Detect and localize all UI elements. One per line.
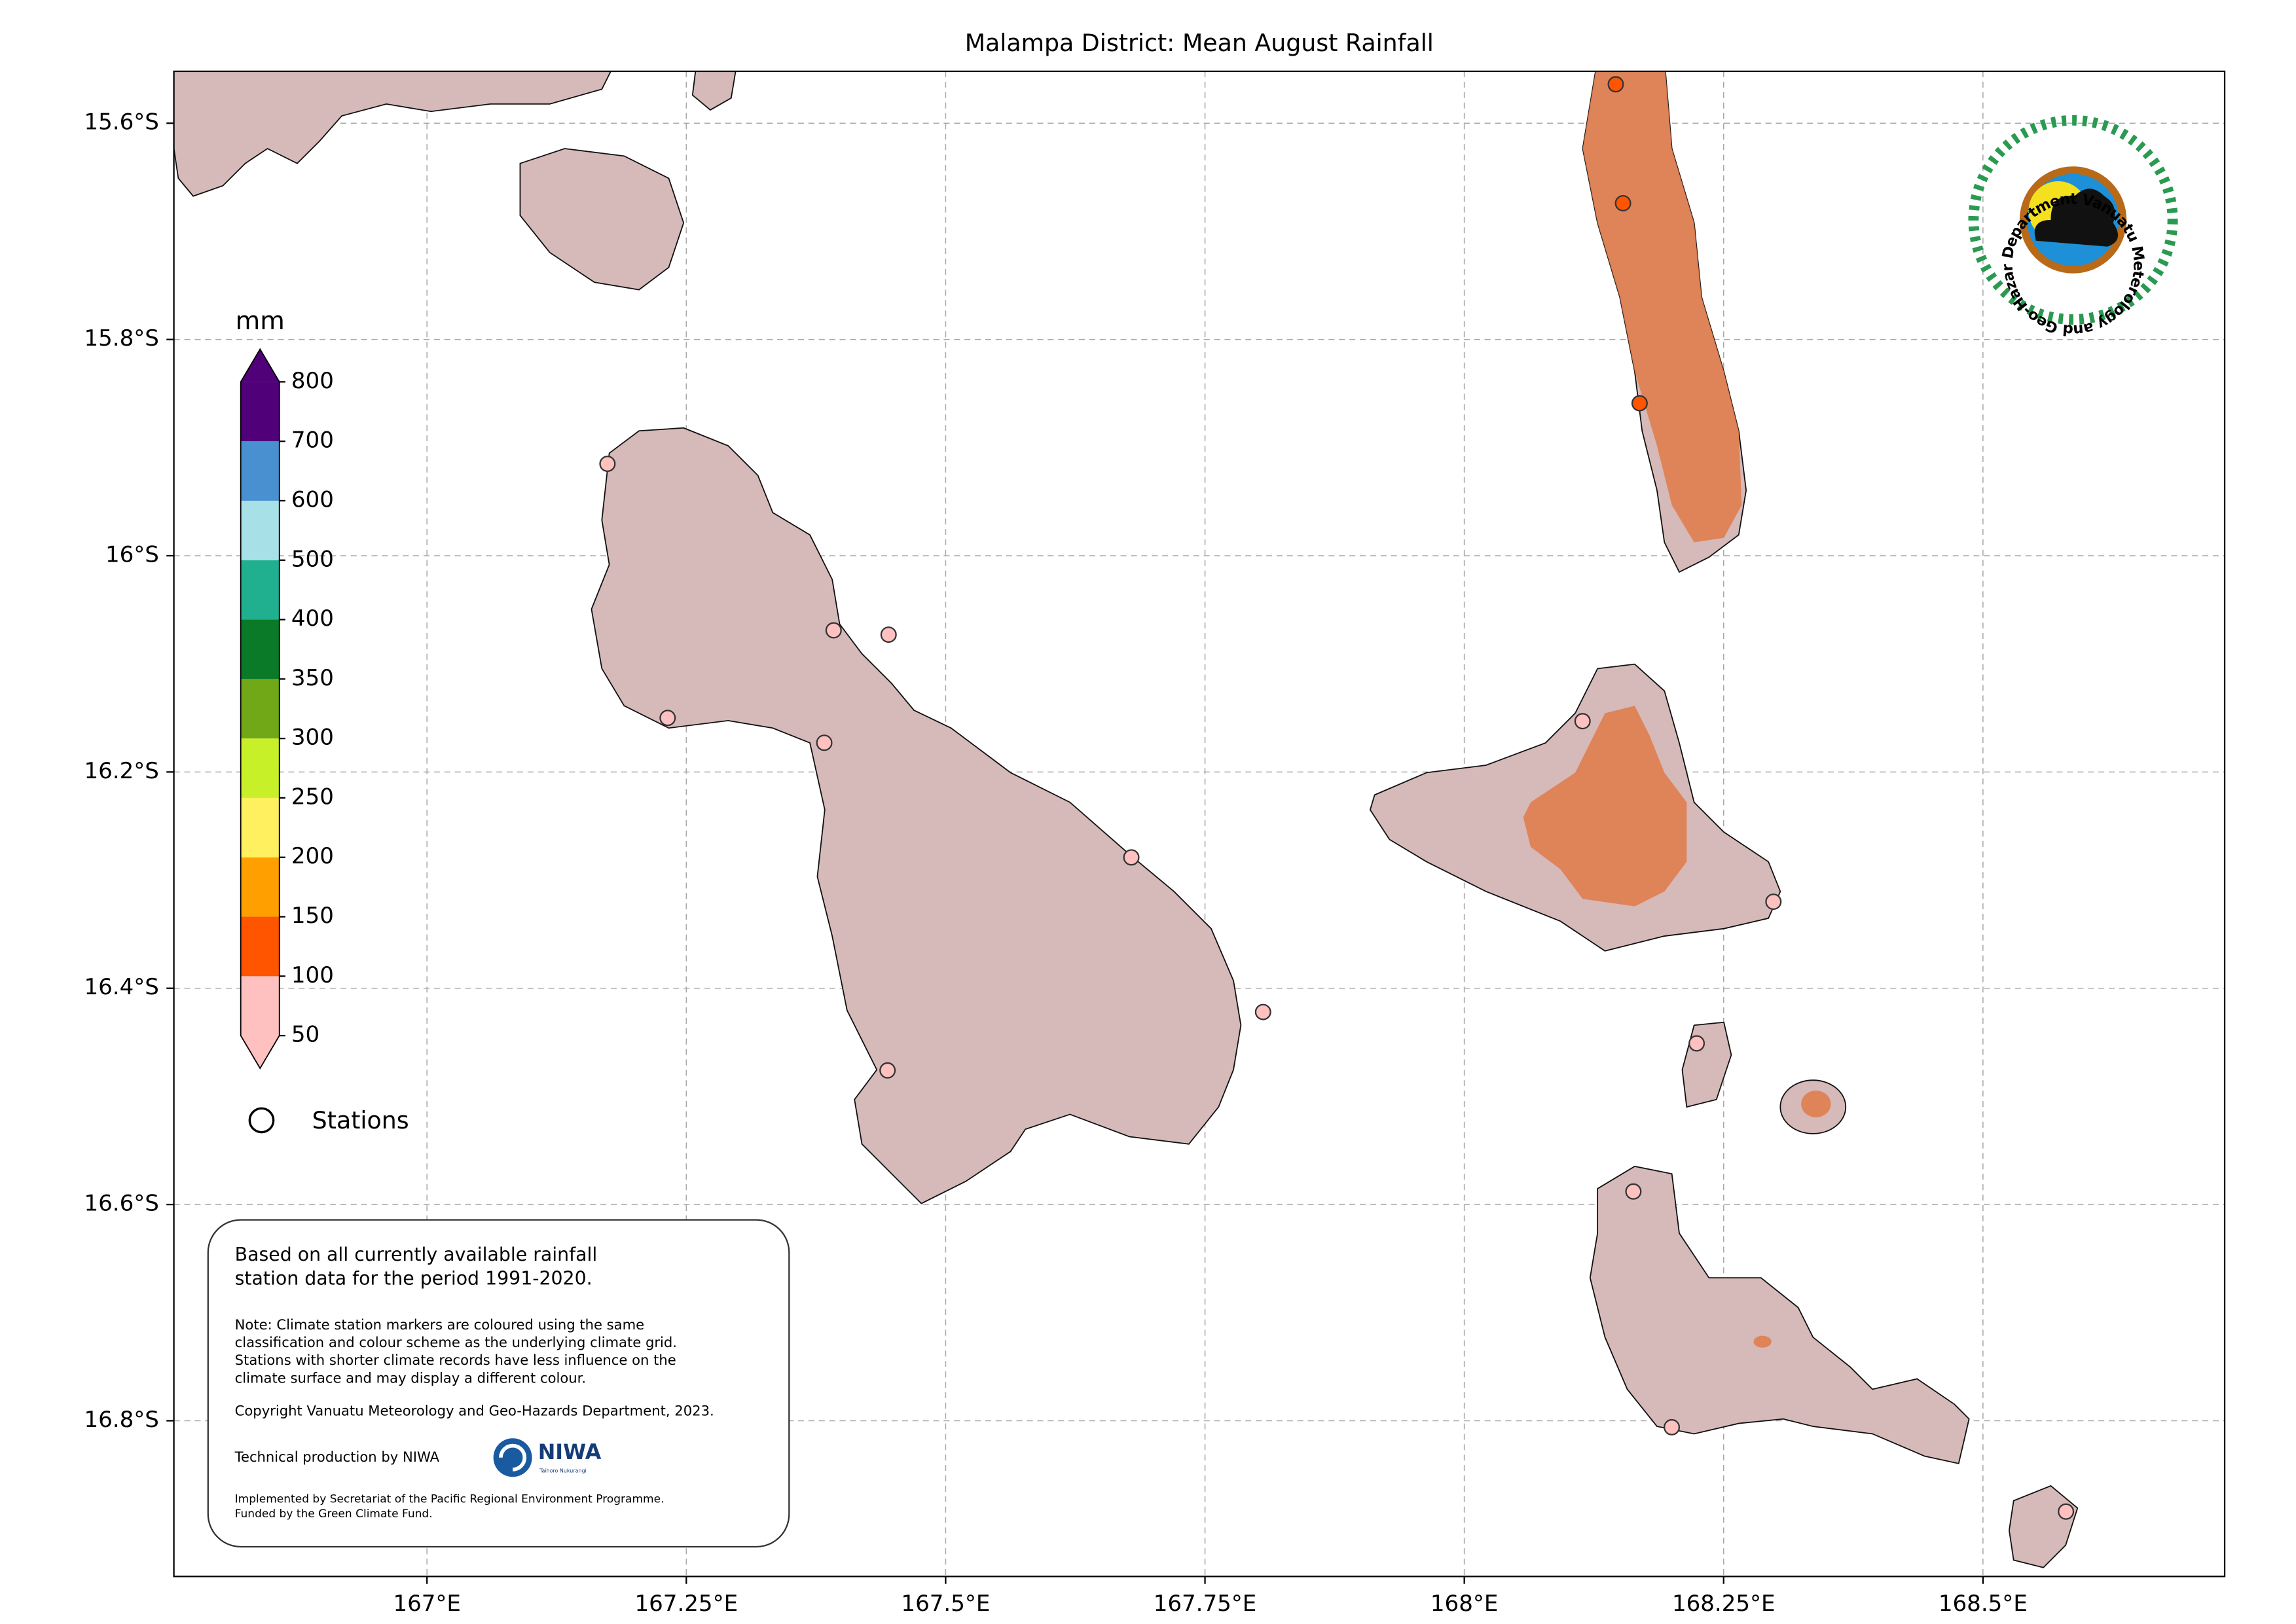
station (659, 710, 676, 727)
y-tick-label: 16.4°S (84, 974, 158, 1000)
station (1614, 194, 1631, 211)
station (1631, 395, 1648, 412)
x-tick-label: 167.25°E (634, 1591, 738, 1617)
colorbar-tick-label: 800 (291, 368, 334, 394)
x-tick-label: 168.25°E (1672, 1591, 1776, 1617)
station (1123, 849, 1140, 866)
notes-box (207, 1219, 790, 1548)
logo-cloud (2034, 189, 2119, 247)
colorbar-band (240, 679, 280, 739)
wreath (1968, 115, 2178, 325)
station (599, 456, 616, 473)
notes: Based on all currently available rainfal… (234, 1244, 714, 1521)
y-tick-label: 15.8°S (84, 325, 158, 352)
niwa-subtitle: Taihoro Nukurangi (539, 1468, 587, 1474)
colorbar-tick-label: 200 (291, 843, 334, 869)
notes-production: Technical production by NIWA (234, 1449, 440, 1465)
colorbar-band (240, 500, 280, 560)
colorbar-tick-label: 700 (291, 427, 334, 454)
niwa-name: NIWA (538, 1441, 602, 1464)
station-legend-label: Stations (312, 1106, 409, 1134)
y-tick-label: 16.2°S (84, 758, 158, 784)
station (816, 734, 833, 751)
rainfall-zone (1801, 1091, 1831, 1117)
colorbar-unit: mm (236, 306, 285, 336)
colorbar-band (240, 916, 280, 977)
colorbar-tick-label: 300 (291, 725, 334, 751)
island (519, 148, 685, 291)
rainfall-zone (1523, 706, 1687, 907)
x-tick-label: 167.75°E (1154, 1591, 1257, 1617)
station (1765, 893, 1782, 911)
station (880, 626, 897, 643)
colorbar-tick-label: 400 (291, 605, 334, 632)
rainfall-zone (1582, 71, 1742, 543)
notes-copyright: Copyright Vanuatu Meteorology and Geo-Ha… (235, 1402, 714, 1418)
rainfall-zone (1753, 1335, 1772, 1348)
colorbar-tick-label: 50 (291, 1022, 319, 1048)
y-tick-label: 16°S (105, 541, 159, 568)
colorbar-tick-label: 350 (291, 665, 334, 691)
station (1254, 1003, 1271, 1020)
notes-note: climate surface and may display a differ… (235, 1369, 586, 1386)
stations (599, 76, 2075, 1520)
island (1589, 1165, 1970, 1464)
station (879, 1062, 896, 1079)
colorbar-band (240, 619, 280, 679)
colorbar-band (240, 976, 280, 1036)
colorbar-band (240, 738, 280, 798)
colorbar: 50 100 150 200 250 300 350 400 500 600 700 800 (240, 348, 334, 1070)
station (1664, 1418, 1681, 1435)
x-tick-label: 168°E (1430, 1591, 1498, 1617)
island (691, 71, 737, 111)
station (2058, 1503, 2075, 1520)
island (2008, 1485, 2079, 1568)
notes-note: Stations with shorter climate records ha… (235, 1352, 676, 1368)
y-tick-label: 15.6°S (84, 109, 158, 135)
station-legend-marker (248, 1107, 275, 1134)
notes-funding: Funded by the Green Climate Fund. (235, 1507, 433, 1521)
colorbar-tick-label: 100 (291, 962, 334, 988)
x-tick-label: 167.5°E (901, 1591, 990, 1617)
map-frame (173, 70, 2226, 1578)
colorbar-band (240, 560, 280, 620)
x-tick-label: 167°E (393, 1591, 460, 1617)
colorbar-extend-top (240, 349, 280, 382)
colorbar-band (240, 797, 280, 857)
station (1688, 1035, 1705, 1052)
notes-intro: Based on all currently available rainfal… (235, 1244, 598, 1265)
station (1625, 1183, 1642, 1200)
station (1574, 713, 1591, 730)
x-tick-label: 168.5°E (1939, 1591, 2028, 1617)
station (825, 622, 842, 639)
island (173, 71, 611, 197)
colorbar-tick-label: 250 (291, 784, 334, 810)
y-tick-label: 16.6°S (84, 1191, 158, 1217)
notes-note: classification and colour scheme as the … (235, 1334, 677, 1350)
niwa-logo: NIWA Taihoro Nukurangi (493, 1438, 602, 1477)
colorbar-band (240, 441, 280, 501)
colorbar-band (240, 382, 280, 442)
notes-note: Note: Climate station markers are colour… (235, 1316, 645, 1333)
y-tick-label: 16.8°S (84, 1407, 158, 1433)
colorbar-tick-label: 500 (291, 546, 334, 572)
colorbar-extend-bottom (240, 1036, 280, 1069)
colorbar-tick-label: 600 (291, 486, 334, 513)
notes-funding: Implemented by Secretariat of the Pacifi… (235, 1492, 665, 1506)
station (1607, 76, 1624, 93)
colorbar-tick-label: 150 (291, 903, 334, 929)
colorbar-band (240, 857, 280, 917)
notes-intro: station data for the period 1991-2020. (235, 1267, 592, 1289)
map-title: Malampa District: Mean August Rainfall (965, 29, 1434, 57)
niwa-swirl (499, 1443, 527, 1471)
island (591, 427, 1242, 1204)
